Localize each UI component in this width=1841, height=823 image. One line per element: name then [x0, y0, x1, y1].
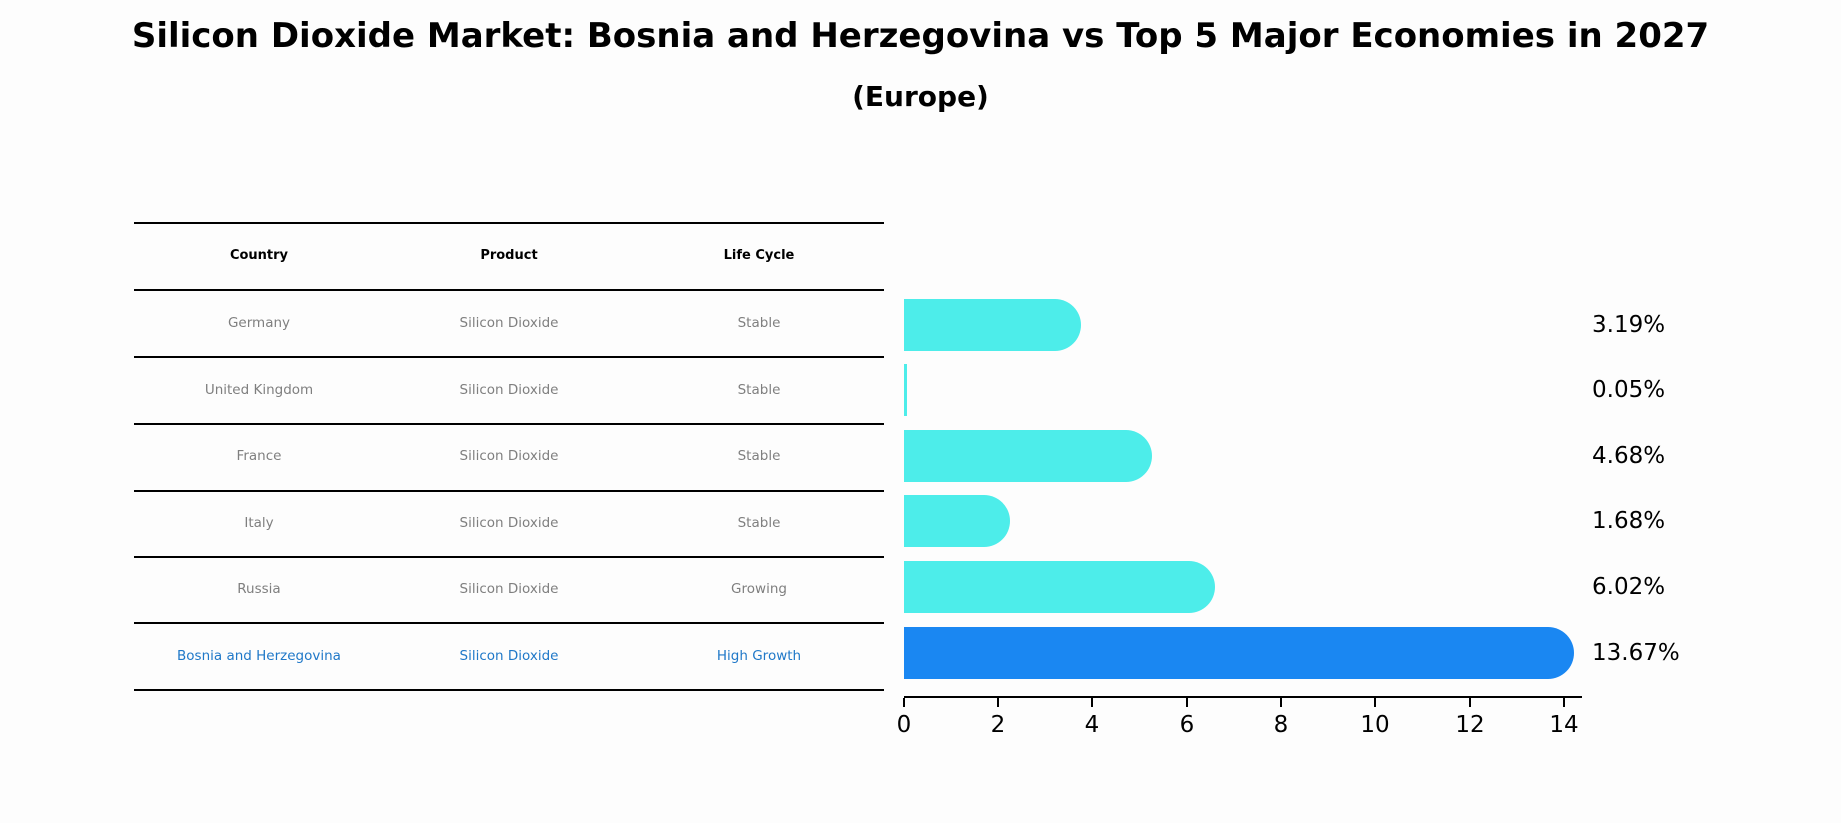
x-tick	[1186, 698, 1188, 707]
x-tick	[1469, 698, 1471, 707]
table-rule	[134, 556, 884, 558]
header-life-cycle: Life Cycle	[723, 248, 795, 263]
cell-product: Silicon Dioxide	[459, 581, 559, 597]
table-rule	[134, 222, 884, 224]
x-tick-label: 6	[1179, 712, 1195, 738]
cell-country: Italy	[244, 515, 274, 531]
bar-france	[904, 430, 1152, 482]
x-tick-label: 12	[1455, 712, 1485, 738]
bar-germany	[904, 299, 1081, 351]
bar-italy	[904, 495, 1010, 547]
x-axis	[904, 696, 1582, 698]
x-tick-label: 14	[1549, 712, 1579, 738]
x-tick-label: 8	[1273, 712, 1289, 738]
header-country: Country	[229, 248, 289, 263]
x-tick-label: 2	[990, 712, 1006, 738]
cell-life-cycle: Stable	[737, 382, 781, 398]
table-rule	[134, 356, 884, 358]
header-product: Product	[480, 248, 538, 263]
table-rule	[134, 289, 884, 291]
x-tick	[903, 698, 905, 707]
x-tick	[1374, 698, 1376, 707]
cell-country: United Kingdom	[204, 382, 314, 398]
table-rule	[134, 423, 884, 425]
bar-russia	[904, 561, 1215, 613]
cell-country: Russia	[237, 581, 281, 597]
cell-product: Silicon Dioxide	[459, 448, 559, 464]
x-tick	[997, 698, 999, 707]
cell-country: Germany	[227, 315, 291, 331]
x-tick-label: 0	[896, 712, 912, 738]
x-tick-label: 10	[1360, 712, 1390, 738]
bar-bosnia-and-herzegovina	[904, 627, 1574, 679]
cell-life-cycle: Stable	[737, 448, 781, 464]
table-rule	[134, 490, 884, 492]
cell-product-highlight: Silicon Dioxide	[459, 648, 559, 664]
value-label: 13.67%	[1592, 640, 1680, 666]
x-tick	[1563, 698, 1565, 707]
bar-united-kingdom	[904, 364, 907, 416]
cell-life-cycle: Stable	[737, 315, 781, 331]
table-rule	[134, 689, 884, 691]
value-label: 6.02%	[1592, 574, 1666, 600]
table-rule	[134, 622, 884, 624]
cell-product: Silicon Dioxide	[459, 515, 559, 531]
chart-title: Silicon Dioxide Market: Bosnia and Herze…	[131, 16, 1710, 56]
value-label: 0.05%	[1592, 377, 1666, 403]
cell-life-cycle: Stable	[737, 515, 781, 531]
value-label: 4.68%	[1592, 443, 1666, 469]
cell-life-cycle: Growing	[731, 581, 787, 597]
x-tick-label: 4	[1084, 712, 1100, 738]
x-tick	[1091, 698, 1093, 707]
cell-life-cycle-highlight: High Growth	[716, 648, 802, 664]
cell-product: Silicon Dioxide	[459, 315, 559, 331]
x-tick	[1280, 698, 1282, 707]
cell-country: France	[236, 448, 282, 464]
value-label: 1.68%	[1592, 508, 1666, 534]
chart-subtitle: (Europe)	[852, 80, 989, 113]
value-label: 3.19%	[1592, 312, 1666, 338]
cell-country-highlight: Bosnia and Herzegovina	[177, 648, 341, 664]
cell-product: Silicon Dioxide	[459, 382, 559, 398]
